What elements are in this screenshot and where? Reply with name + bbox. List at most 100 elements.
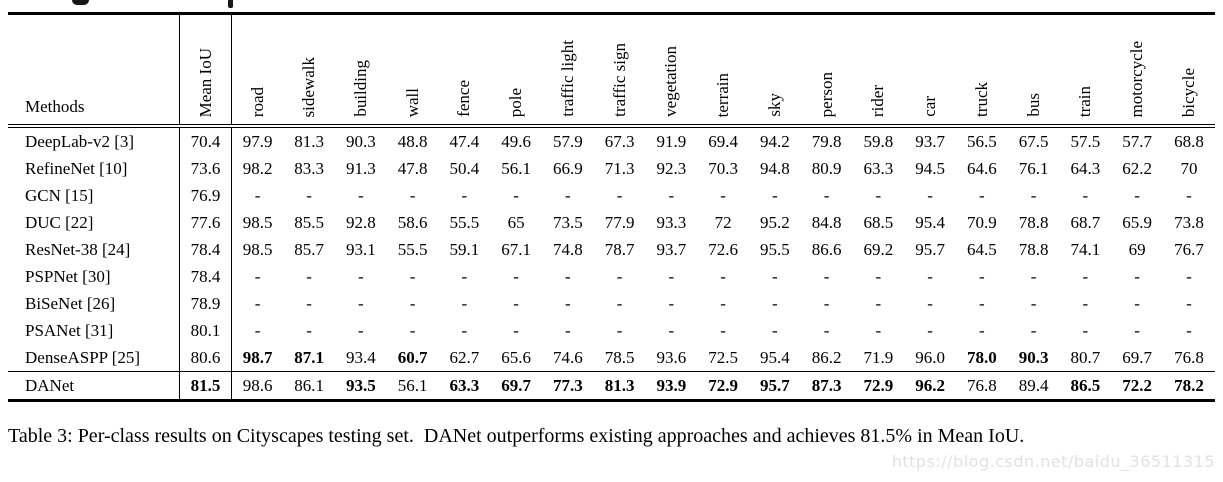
value-cell: - — [254, 185, 261, 205]
value-cell: 65.9 — [1122, 212, 1152, 232]
clipped-text-fragment — [228, 0, 233, 8]
value-cell: 76.7 — [1174, 239, 1204, 259]
value-cell: 72.5 — [708, 347, 738, 367]
value-cell: 63.3 — [438, 371, 491, 401]
mean-iou-cell: 73.6 — [179, 155, 232, 182]
value-cell: 86.5 — [1059, 371, 1112, 401]
value-cell: - — [306, 293, 312, 313]
value-cell: - — [979, 320, 985, 340]
value-cell: - — [720, 320, 726, 340]
value-cell: - — [306, 185, 312, 205]
value-cell: 62.7 — [449, 347, 480, 367]
value-cell: - — [1186, 293, 1192, 313]
value-cell: - — [1082, 320, 1089, 340]
column-header-motorcycle: motorcycle — [1127, 40, 1147, 117]
value-cell: 64.6 — [967, 158, 997, 178]
value-cell: - — [772, 320, 778, 340]
column-header-terrain: terrain — [713, 72, 733, 117]
value-cell: - — [1134, 320, 1140, 340]
method-cell: PSANet [31] — [8, 317, 180, 344]
value-cell: - — [409, 185, 416, 205]
method-cell: ResNet-38 [24] — [8, 236, 180, 263]
table-row: DenseASPP [25] 80.6 98.7 87.1 93.4 60.7 62.7 65… — [8, 344, 1215, 372]
value-cell: - — [616, 185, 623, 205]
value-cell: 78.7 — [604, 239, 635, 259]
value-cell: - — [927, 185, 933, 205]
value-cell: 79.8 — [811, 131, 842, 151]
value-cell: - — [513, 185, 519, 205]
method-cell: DenseASPP [25] — [8, 344, 180, 372]
value-cell: 95.7 — [915, 239, 945, 259]
value-cell: - — [513, 320, 519, 340]
value-cell: 76.8 — [1174, 347, 1204, 367]
value-cell: - — [720, 266, 726, 286]
value-cell: 93.5 — [335, 371, 387, 401]
table-row: GCN [15] 76.9 - - - - - - - - - - - - - - - - - - - — [8, 182, 1215, 209]
column-header-rider: rider — [868, 84, 888, 117]
value-cell: 96.0 — [915, 347, 945, 367]
value-cell: 93.3 — [656, 212, 687, 232]
value-cell: 95.4 — [915, 212, 945, 232]
value-cell: 95.5 — [760, 239, 790, 259]
value-cell: 86.2 — [811, 347, 842, 367]
value-cell: 74.8 — [553, 239, 583, 259]
value-cell: 68.8 — [1174, 131, 1204, 151]
value-cell: 56.5 — [967, 131, 997, 151]
value-cell: - — [823, 185, 830, 205]
value-cell: 68.7 — [1070, 212, 1101, 232]
column-header-train: train — [1075, 85, 1095, 117]
value-cell: 73.5 — [553, 212, 583, 232]
value-cell: 70 — [1180, 158, 1198, 178]
value-cell: - — [254, 320, 261, 340]
value-cell: - — [1082, 185, 1089, 205]
value-cell: 76.1 — [1018, 158, 1049, 178]
value-cell: 93.1 — [346, 239, 376, 259]
value-cell: 92.8 — [346, 212, 376, 232]
value-cell: 93.6 — [656, 347, 687, 367]
value-cell: 93.9 — [645, 371, 698, 401]
method-cell: DeepLab-v2 [3] — [8, 126, 180, 155]
value-cell: 72.2 — [1111, 371, 1163, 401]
value-cell: - — [1134, 266, 1140, 286]
value-cell: - — [772, 185, 778, 205]
value-cell: 78.8 — [1018, 239, 1049, 259]
value-cell: - — [616, 293, 623, 313]
value-cell: 98.5 — [242, 239, 273, 259]
value-cell: 55.5 — [397, 239, 428, 259]
value-cell: 72 — [714, 212, 732, 232]
value-cell: 65.6 — [501, 347, 531, 367]
value-cell: - — [565, 320, 571, 340]
table-row: PSANet [31] 80.1 - - - - - - - - - - - - - - - - - - - — [8, 317, 1215, 344]
value-cell: 57.9 — [553, 131, 583, 151]
value-cell: 74.1 — [1070, 239, 1101, 259]
value-cell: 74.6 — [553, 347, 583, 367]
value-cell: 80.7 — [1070, 347, 1101, 367]
table-row: RefineNet [10] 73.6 98.2 83.3 91.3 47.8 50.4 56… — [8, 155, 1215, 182]
value-cell: 47.4 — [449, 131, 480, 151]
table-row: DUC [22] 77.6 98.5 85.5 92.8 58.6 55.5 65 73.5 77… — [8, 209, 1215, 236]
value-cell: - — [565, 293, 571, 313]
value-cell: 69 — [1128, 239, 1146, 259]
value-cell: - — [772, 266, 778, 286]
value-cell: - — [668, 266, 675, 286]
value-cell: - — [823, 266, 830, 286]
value-cell: 94.8 — [760, 158, 790, 178]
value-cell: 62.2 — [1122, 158, 1152, 178]
value-cell: 93.7 — [656, 239, 687, 259]
value-cell: - — [358, 266, 364, 286]
value-cell: 58.6 — [397, 212, 428, 232]
value-cell: 94.5 — [915, 158, 945, 178]
value-cell: 86.1 — [283, 371, 335, 401]
column-header-pole: pole — [506, 87, 526, 117]
value-cell: 70.3 — [708, 158, 738, 178]
value-cell: - — [1186, 185, 1192, 205]
value-cell: 95.2 — [760, 212, 790, 232]
value-cell: - — [358, 185, 364, 205]
value-cell: - — [461, 185, 468, 205]
value-cell: - — [875, 266, 882, 286]
table-row: ResNet-38 [24] 78.4 98.5 85.7 93.1 55.5 59.1 67… — [8, 236, 1215, 263]
value-cell: 78.8 — [1018, 212, 1049, 232]
clipped-text-fragment — [72, 0, 89, 5]
value-cell: - — [409, 266, 416, 286]
value-cell: 89.4 — [1007, 371, 1060, 401]
